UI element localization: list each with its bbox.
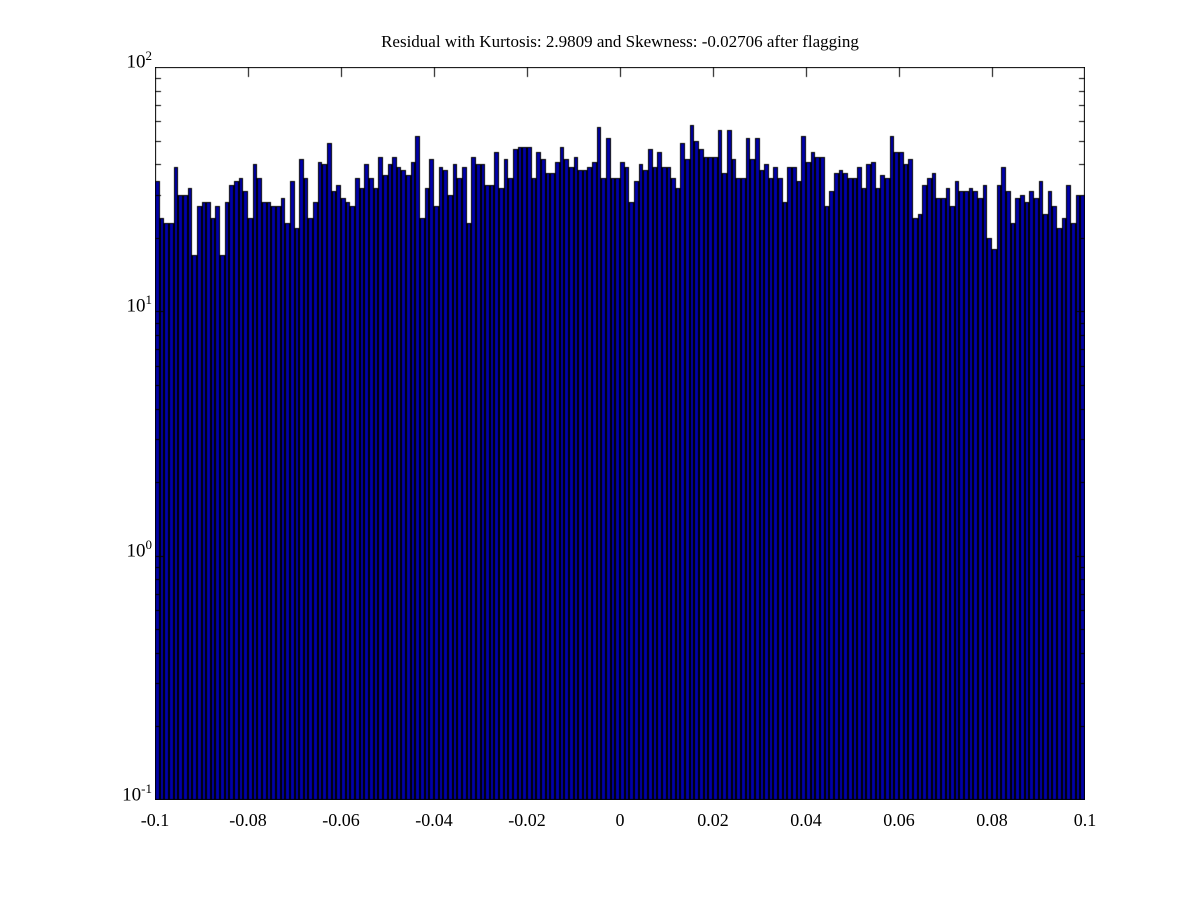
x-tick-label--0.1: -0.1 bbox=[140, 810, 170, 830]
x-tick-label-0.02: 0.02 bbox=[697, 810, 729, 830]
y-tick-label-1: 101 bbox=[126, 292, 153, 317]
x-tick-label--0.02: -0.02 bbox=[508, 810, 546, 830]
x-tick-label-0: 0 bbox=[615, 810, 625, 830]
y-tick-label-0: 100 bbox=[126, 536, 153, 561]
x-tick-label-0.04: 0.04 bbox=[790, 810, 822, 830]
x-tick-label--0.06: -0.06 bbox=[322, 810, 360, 830]
x-tick-label--0.04: -0.04 bbox=[415, 810, 453, 830]
x-tick-label-0.1: 0.1 bbox=[1073, 810, 1097, 830]
x-tick-label-0.06: 0.06 bbox=[883, 810, 915, 830]
y-tick-label-2: 102 bbox=[126, 48, 153, 73]
histogram-plot-area bbox=[155, 67, 1085, 800]
chart-title: Residual with Kurtosis: 2.9809 and Skewn… bbox=[381, 32, 859, 51]
y-tick-label--1: 10-1 bbox=[122, 781, 152, 806]
x-tick-label-0.08: 0.08 bbox=[976, 810, 1008, 830]
x-tick-label--0.08: -0.08 bbox=[229, 810, 267, 830]
